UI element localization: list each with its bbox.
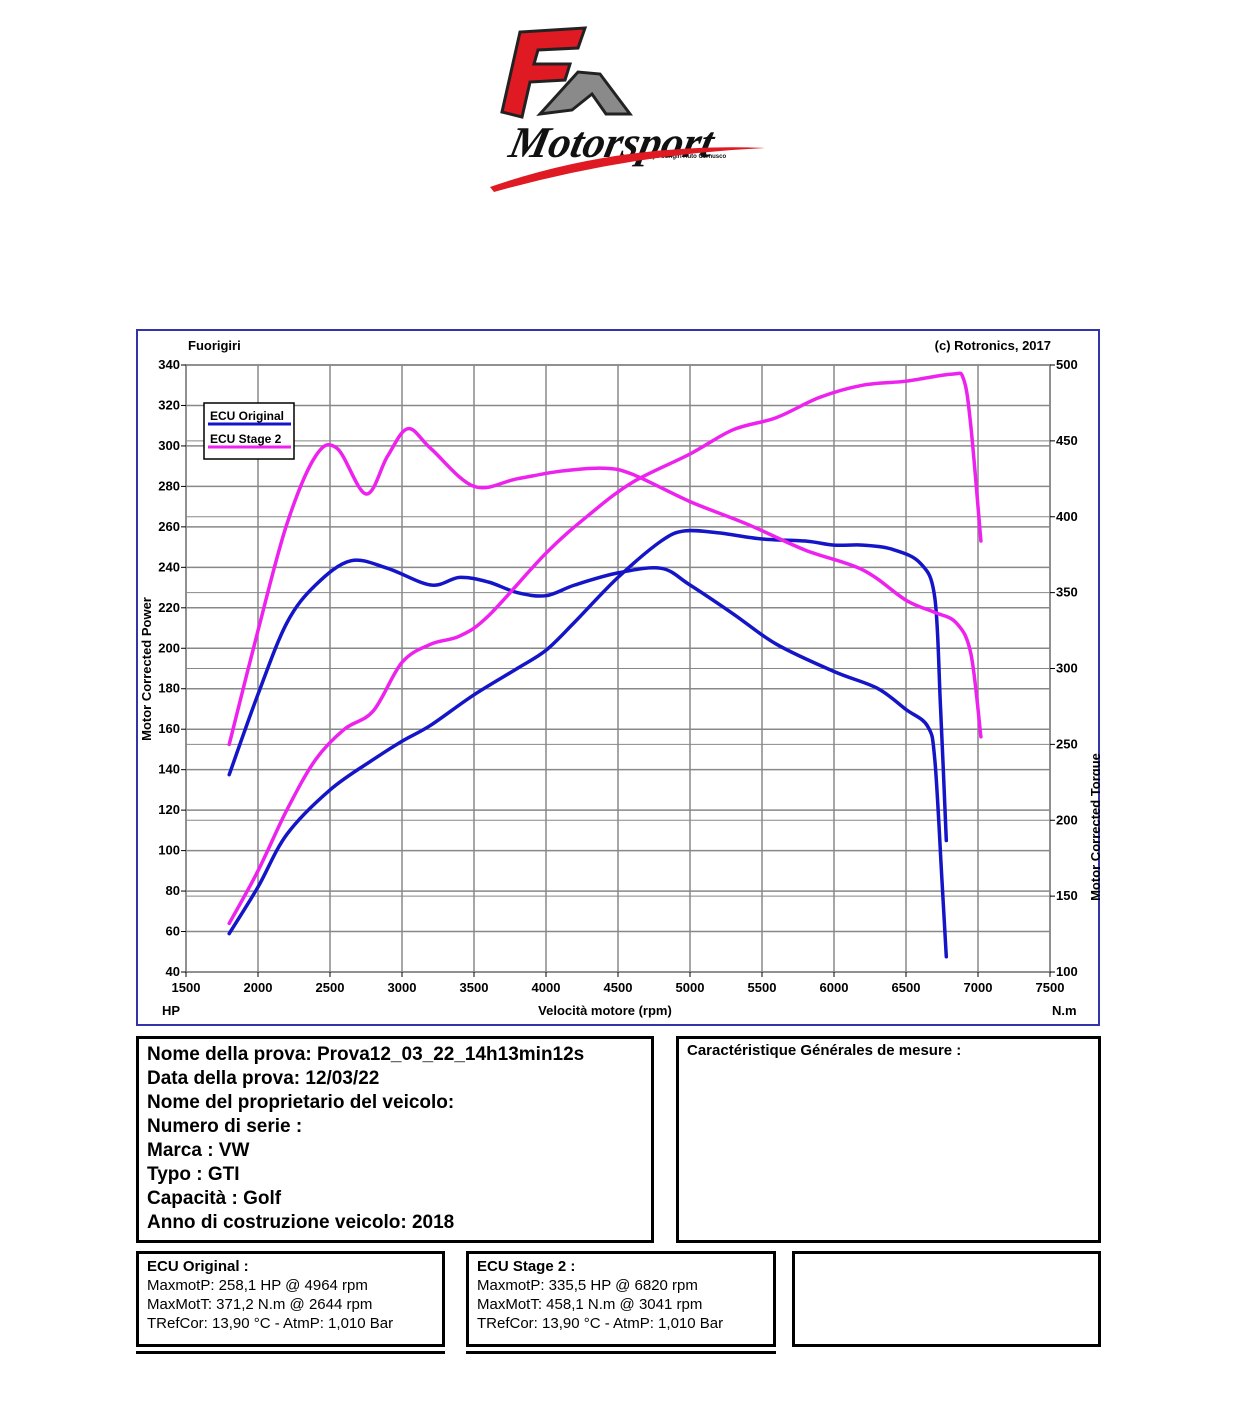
y-left-tick-label: 120 [158, 802, 180, 817]
x-tick-label: 2000 [244, 980, 273, 995]
y-right-tick-label: 400 [1056, 509, 1078, 524]
chart-ticks: 1500 2000 2500 3000 3500 4000 4500 5000 5500 6000… [158, 357, 1077, 995]
divider-rule [136, 1351, 445, 1354]
y-left-tick-label: 260 [158, 519, 180, 534]
info-capacity: Capacità : Golf [147, 1188, 282, 1209]
x-tick-label: 3500 [460, 980, 489, 995]
unit-right: N.m [1052, 1003, 1077, 1018]
measurement-box: Caractéristique Générales de mesure : [676, 1036, 1101, 1243]
info-type: Typo : GTI [147, 1164, 240, 1185]
y-axis-label-right: Motor Corrected Torque [1088, 753, 1100, 901]
chart-frame [136, 329, 1100, 1026]
result-box-original: ECU Original : MaxmotP: 258,1 HP @ 4964 … [136, 1251, 445, 1347]
y-left-tick-label: 220 [158, 600, 180, 615]
unit-left: HP [162, 1003, 180, 1018]
info-year: Anno di costruzione veicolo: 2018 [147, 1212, 455, 1233]
y-right-tick-label: 300 [1056, 661, 1078, 676]
y-left-tick-label: 60 [166, 924, 180, 939]
y-right-tick-label: 350 [1056, 585, 1078, 600]
x-axis-label: Velocità motore (rpm) [538, 1003, 672, 1018]
info-test-date: Data della prova: 12/03/22 [147, 1068, 380, 1089]
legend-label-original: ECU Original [210, 409, 284, 423]
y-right-tick-label: 450 [1056, 433, 1078, 448]
result-original-title: ECU Original : [147, 1258, 249, 1275]
logo-tagline: By Fuorigiri Auto Cernusco [648, 154, 726, 160]
x-tick-label: 7000 [964, 980, 993, 995]
legend-box [203, 402, 295, 460]
info-make: Marca : VW [147, 1140, 250, 1161]
y-left-tick-label: 100 [158, 843, 180, 858]
y-right-tick-label: 500 [1056, 357, 1078, 372]
divider-rule [466, 1351, 776, 1354]
x-tick-label: 3000 [388, 980, 417, 995]
logo-swoosh [490, 147, 765, 192]
result-original-conditions: TRefCor: 13,90 °C - AtmP: 1,010 Bar [147, 1315, 394, 1332]
chart-header-right: (c) Rotronics, 2017 [935, 338, 1051, 353]
y-left-tick-label: 200 [158, 640, 180, 655]
legend: ECU Original ECU Stage 2 [203, 402, 295, 460]
x-tick-label: 6500 [892, 980, 921, 995]
original-torque-curve [227, 558, 949, 959]
info-serial: Numero di serie : [147, 1116, 303, 1137]
result-stage2-title: ECU Stage 2 : [477, 1258, 576, 1275]
result-original-maxpower: MaxmotP: 258,1 HP @ 4964 rpm [147, 1277, 368, 1294]
stage2-torque-curve [227, 426, 983, 747]
x-tick-label: 6000 [820, 980, 849, 995]
y-left-tick-label: 280 [158, 478, 180, 493]
y-left-tick-label: 300 [158, 438, 180, 453]
y-left-tick-label: 140 [158, 762, 180, 777]
y-left-tick-label: 320 [158, 397, 180, 412]
y-left-tick-label: 160 [158, 721, 180, 736]
y-left-tick-label: 240 [158, 559, 180, 574]
y-left-tick-label: 340 [158, 357, 180, 372]
logo-a-shape [536, 70, 633, 116]
x-tick-label: 5000 [676, 980, 705, 995]
y-left-tick-label: 80 [166, 883, 180, 898]
measurement-title: Caractéristique Générales de mesure : [687, 1042, 962, 1059]
y-right-tick-label: 150 [1056, 888, 1078, 903]
x-tick-label: 4000 [532, 980, 561, 995]
result-box-stage2: ECU Stage 2 : MaxmotP: 335,5 HP @ 6820 r… [466, 1251, 776, 1347]
dyno-chart: Fuorigiri (c) Rotronics, 2017 1500 2000 25… [139, 338, 1100, 1018]
x-tick-label: 1500 [172, 980, 201, 995]
test-info-box: Nome della prova: Prova12_03_22_14h13min… [136, 1036, 654, 1243]
info-test-name: Nome della prova: Prova12_03_22_14h13min… [147, 1044, 585, 1065]
original-power-curve [227, 528, 949, 936]
x-tick-label: 7500 [1036, 980, 1065, 995]
fa-motorsport-logo: Motorsport By Fuorigiri Auto Cernusco [490, 26, 765, 192]
chart-series [227, 371, 983, 959]
y-axis-label-left: Motor Corrected Power [139, 597, 154, 741]
info-owner: Nome del proprietario del veicolo: [147, 1092, 455, 1113]
result-original-maxtorque: MaxMotT: 371,2 N.m @ 2644 rpm [147, 1296, 373, 1313]
stage2-power-curve [227, 371, 983, 926]
x-tick-label: 2500 [316, 980, 345, 995]
chart-header-left: Fuorigiri [188, 338, 241, 353]
y-right-tick-label: 100 [1056, 964, 1078, 979]
logo-f-shape [500, 26, 588, 119]
legend-label-stage2: ECU Stage 2 [210, 432, 282, 446]
x-tick-label: 5500 [748, 980, 777, 995]
result-box-empty [792, 1251, 1101, 1347]
result-stage2-maxtorque: MaxMotT: 458,1 N.m @ 3041 rpm [477, 1296, 703, 1313]
x-tick-label: 4500 [604, 980, 633, 995]
result-stage2-conditions: TRefCor: 13,90 °C - AtmP: 1,010 Bar [477, 1315, 724, 1332]
y-right-tick-label: 200 [1056, 812, 1078, 827]
y-left-tick-label: 40 [166, 964, 180, 979]
result-stage2-maxpower: MaxmotP: 335,5 HP @ 6820 rpm [477, 1277, 698, 1294]
y-left-tick-label: 180 [158, 681, 180, 696]
y-right-tick-label: 250 [1056, 736, 1078, 751]
